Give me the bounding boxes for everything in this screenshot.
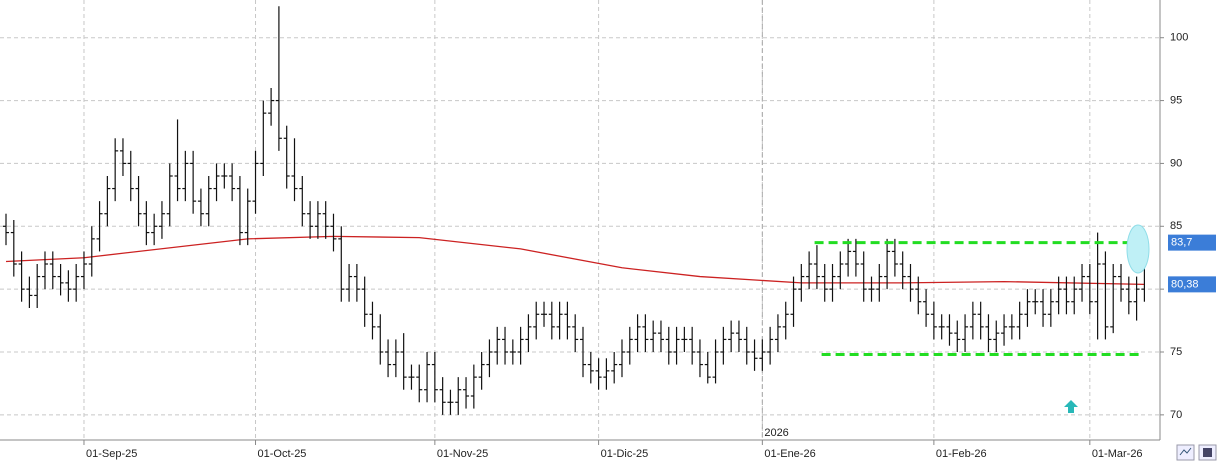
x-tick-label: 01-Dic-25 <box>601 448 649 460</box>
price-label-box <box>1168 234 1216 251</box>
x-tick-label: 01-Ene-26 <box>764 448 815 460</box>
price-label: 80,38 <box>1171 278 1199 290</box>
y-tick-label: 70 <box>1170 409 1182 421</box>
chart-icon-glyph <box>1179 447 1192 456</box>
y-tick-label: 85 <box>1170 220 1182 232</box>
price-label-box <box>1168 276 1216 293</box>
chart-icon[interactable] <box>1176 444 1195 461</box>
price-label: 83,7 <box>1171 237 1192 249</box>
highlight-ellipse <box>1126 224 1150 274</box>
x-tick-label: 01-Nov-25 <box>437 448 488 460</box>
save-icon-glyph <box>1203 448 1212 457</box>
moving-average <box>5 235 1145 286</box>
y-tick-label: 75 <box>1170 346 1182 358</box>
plot-area: 2026 <box>0 0 1160 440</box>
y-tick-label: 100 <box>1170 32 1188 44</box>
y-tick-label: 90 <box>1170 157 1182 169</box>
year-label: 2026 <box>764 427 788 439</box>
x-tick-label: 01-Sep-25 <box>86 448 137 460</box>
x-tick-label: 01-Oct-25 <box>258 448 307 460</box>
up-arrow <box>1064 400 1078 413</box>
y-tick-label: 95 <box>1170 94 1182 106</box>
x-tick-label: 01-Feb-26 <box>936 448 987 460</box>
x-tick-label: 01-Mar-26 <box>1092 448 1143 460</box>
